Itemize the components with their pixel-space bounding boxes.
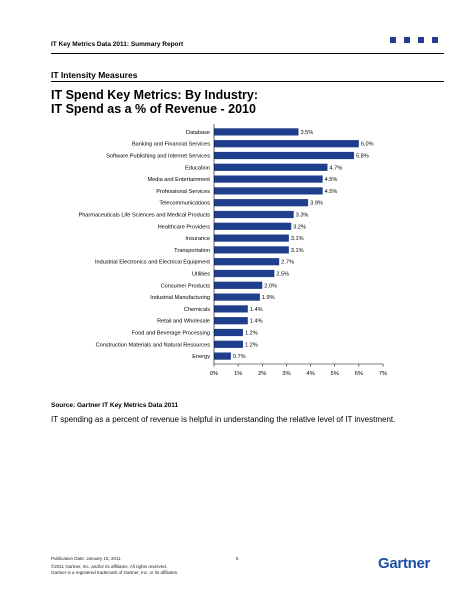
header-square (404, 37, 410, 43)
category-label: Media and Entertainment (147, 177, 210, 183)
bar (214, 246, 289, 254)
category-label: Software Publishing and Internet Service… (106, 154, 210, 160)
category-label: Pharmaceuticals Life Sciences and Medica… (78, 213, 210, 219)
bar (214, 163, 328, 171)
bar (214, 175, 323, 183)
value-label: 1.2% (245, 342, 258, 348)
value-label: 2.7% (281, 260, 294, 266)
category-label: Database (186, 130, 210, 136)
chart-bars: Database 3.5% Banking and Financial Servic… (78, 128, 374, 360)
category-label: Professional Services (156, 189, 210, 195)
category-label: Banking and Financial Services (132, 142, 210, 148)
x-tick-label: 7% (379, 371, 387, 377)
bar (214, 293, 260, 301)
value-label: 3.2% (293, 224, 306, 230)
category-label: Transportation (174, 248, 210, 254)
x-tick-label: 3% (282, 371, 290, 377)
value-label: 3.5% (301, 130, 314, 136)
bar (214, 317, 248, 325)
bar (214, 222, 292, 230)
gartner-logo: Gartner (378, 555, 431, 572)
value-label: 2.5% (276, 272, 289, 278)
x-tick-label: 0% (210, 371, 218, 377)
category-label: Education (185, 165, 210, 171)
value-label: 3.1% (291, 236, 304, 242)
chart-title-line1: IT Spend Key Metrics: By Industry: (51, 88, 258, 102)
value-label: 1.9% (262, 295, 275, 301)
category-label: Industrial Manufacturing (150, 295, 210, 301)
section-title: IT Intensity Measures (51, 70, 138, 80)
bar (214, 340, 243, 348)
body-text: IT spending as a percent of revenue is h… (51, 415, 396, 424)
header-square (418, 37, 424, 43)
value-label: 1.4% (250, 319, 263, 325)
value-label: 4.7% (329, 165, 342, 171)
category-label: Healthcare Providers (158, 224, 210, 230)
bar (214, 258, 280, 266)
category-label: Energy (192, 354, 210, 360)
chart-title-line2: IT Spend as a % of Revenue - 2010 (51, 102, 256, 116)
footer-copyright: ©2011 Gartner, Inc. and/or its affiliate… (51, 564, 167, 569)
category-label: Food and Beverage Processing (132, 331, 210, 337)
value-label: 3.3% (296, 213, 309, 219)
footer-trademark: Gartner is a registered trademark of Gar… (51, 570, 179, 575)
value-label: 4.5% (325, 177, 338, 183)
x-tick-label: 1% (234, 371, 242, 377)
header-square (390, 37, 396, 43)
category-label: Industrial Electronics and Electrical Eq… (95, 260, 210, 266)
bar (214, 128, 299, 136)
category-label: Utilities (192, 272, 210, 278)
bar (214, 187, 323, 195)
value-label: 0.7% (233, 354, 246, 360)
value-label: 3.9% (310, 201, 323, 207)
category-label: Retail and Wholesale (157, 319, 210, 325)
x-tick-label: 4% (306, 371, 314, 377)
value-label: 4.5% (325, 189, 338, 195)
header-squares-decoration (390, 37, 440, 45)
x-tick-label: 2% (258, 371, 266, 377)
value-label: 6.0% (361, 142, 374, 148)
bar (214, 269, 275, 278)
category-label: Insurance (185, 236, 210, 242)
category-label: Consumer Products (161, 283, 211, 289)
bar (214, 210, 294, 219)
value-label: 3.1% (291, 248, 304, 254)
x-tick-label: 5% (331, 371, 339, 377)
bar-chart: Database 3.5% Banking and Financial Servic… (78, 124, 387, 377)
chart-axes: 0% 1% 2% 3% 4% 5% 6% 7% (210, 124, 387, 377)
category-label: Construction Materials and Natural Resou… (96, 342, 211, 348)
header-divider (51, 53, 444, 54)
footer-publication-date: Publication Date: January 15, 2011 (51, 556, 121, 561)
category-label: Telecommunications (159, 201, 210, 207)
bar (214, 352, 231, 360)
source-note: Source: Gartner IT Key Metrics Data 2011 (51, 402, 179, 409)
header-square (432, 37, 438, 43)
value-label: 1.2% (245, 331, 258, 337)
page-number: 5 (236, 556, 239, 561)
bar (214, 328, 243, 337)
category-label: Chemicals (184, 307, 210, 313)
bar (214, 234, 289, 242)
bar (214, 199, 309, 207)
x-tick-label: 6% (355, 371, 363, 377)
bar (214, 305, 248, 313)
bar (214, 140, 359, 148)
report-title: IT Key Metrics Data 2011: Summary Report (51, 41, 184, 48)
value-label: 5.8% (356, 154, 369, 160)
section-divider (51, 81, 444, 82)
value-label: 2.0% (264, 283, 277, 289)
bar (214, 151, 355, 160)
bar (214, 281, 263, 289)
value-label: 1.4% (250, 307, 263, 313)
